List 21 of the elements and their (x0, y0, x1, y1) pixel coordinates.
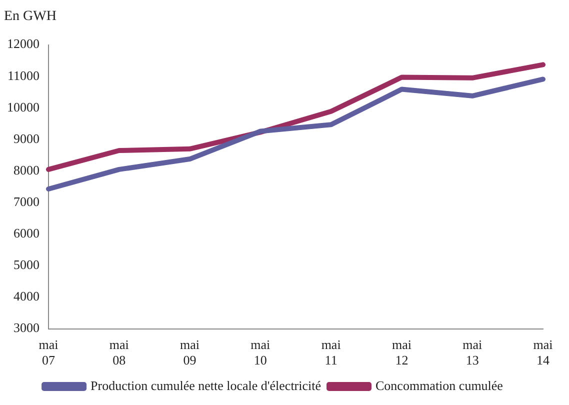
legend-label: Production cumulée nette locale d'électricité (90, 378, 322, 393)
x-tick-label: mai 11 (321, 337, 342, 368)
x-tick-label: mai 09 (180, 337, 200, 368)
y-tick-label: 3000 (14, 320, 40, 336)
y-tick-label: 10000 (7, 99, 40, 114)
legend-label: Concommation cumulée (376, 378, 504, 393)
y-tick-label: 7000 (14, 194, 40, 209)
x-tick-label: mai 08 (109, 337, 130, 368)
y-tick-label: 12000 (7, 36, 40, 52)
y-tick-label: 4000 (14, 288, 40, 304)
y-axis-title: En GWH (4, 9, 56, 24)
x-tick-label: mai 10 (250, 337, 271, 368)
y-tick-label: 5000 (14, 257, 40, 272)
y-tick-label: 9000 (14, 130, 40, 146)
x-tick-label: mai 12 (392, 337, 412, 368)
x-tick-label: mai 14 (533, 337, 554, 368)
y-tick-label: 6000 (14, 226, 40, 241)
x-tick-label: mai 07 (38, 337, 59, 368)
y-tick-label: 11000 (7, 68, 40, 83)
x-tick-label: mai 13 (462, 337, 482, 368)
y-tick-label: 8000 (14, 162, 40, 178)
